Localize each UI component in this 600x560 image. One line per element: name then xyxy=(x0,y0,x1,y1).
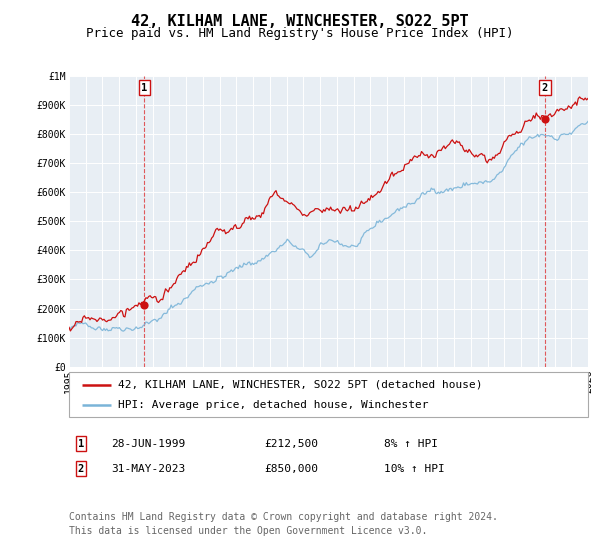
Point xyxy=(140,300,149,309)
Text: £850,000: £850,000 xyxy=(264,464,318,474)
Text: 8% ↑ HPI: 8% ↑ HPI xyxy=(384,438,438,449)
Text: £212,500: £212,500 xyxy=(264,438,318,449)
Text: Contains HM Land Registry data © Crown copyright and database right 2024.
This d: Contains HM Land Registry data © Crown c… xyxy=(69,512,498,535)
Text: 2: 2 xyxy=(78,464,84,474)
FancyBboxPatch shape xyxy=(69,372,588,417)
Text: 10% ↑ HPI: 10% ↑ HPI xyxy=(384,464,445,474)
Text: Price paid vs. HM Land Registry's House Price Index (HPI): Price paid vs. HM Land Registry's House … xyxy=(86,27,514,40)
Text: 28-JUN-1999: 28-JUN-1999 xyxy=(111,438,185,449)
Text: 42, KILHAM LANE, WINCHESTER, SO22 5PT (detached house): 42, KILHAM LANE, WINCHESTER, SO22 5PT (d… xyxy=(118,380,483,390)
Point xyxy=(540,115,550,124)
Text: 31-MAY-2023: 31-MAY-2023 xyxy=(111,464,185,474)
Text: 1: 1 xyxy=(141,83,148,93)
Text: HPI: Average price, detached house, Winchester: HPI: Average price, detached house, Winc… xyxy=(118,400,429,410)
Text: 2: 2 xyxy=(542,83,548,93)
Text: 1: 1 xyxy=(78,438,84,449)
Text: 42, KILHAM LANE, WINCHESTER, SO22 5PT: 42, KILHAM LANE, WINCHESTER, SO22 5PT xyxy=(131,14,469,29)
